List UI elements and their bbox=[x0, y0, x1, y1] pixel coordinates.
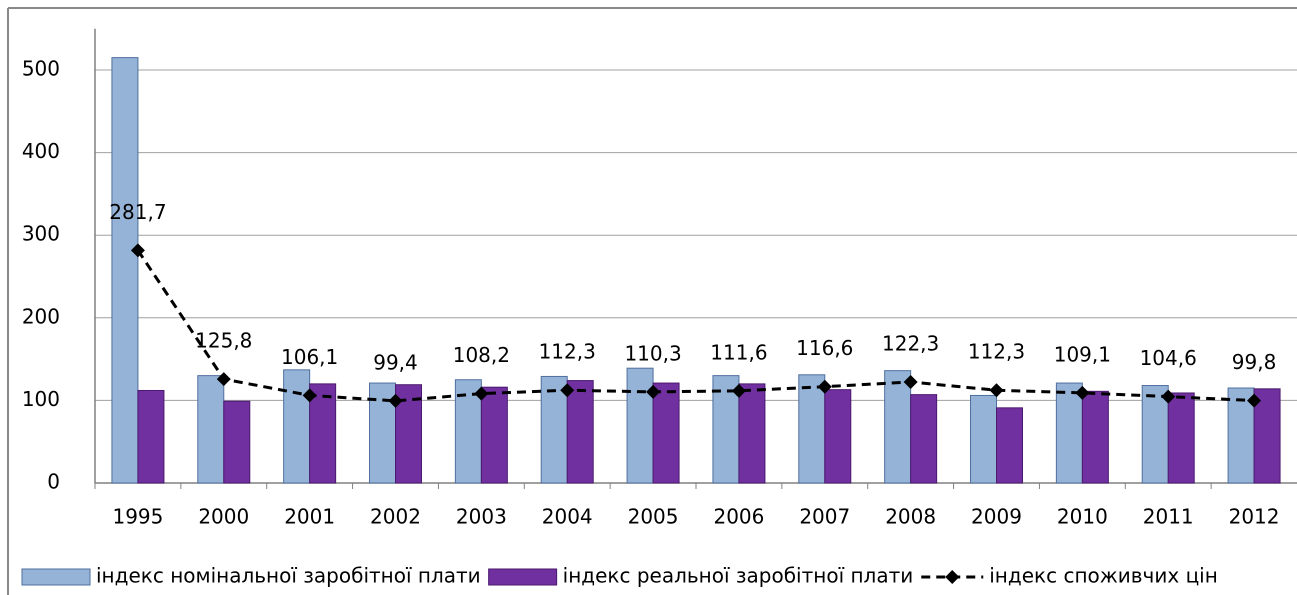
line-marker bbox=[1075, 385, 1090, 400]
bar bbox=[1141, 385, 1169, 484]
line bbox=[136, 249, 1255, 403]
bar bbox=[111, 57, 139, 484]
x-tick-label: 2010 bbox=[1057, 505, 1108, 529]
legend-label: індекс номінальної заробітної плати bbox=[96, 564, 481, 588]
bar bbox=[1167, 392, 1195, 484]
y-tick-label: 0 bbox=[47, 470, 60, 494]
legend-swatch bbox=[488, 568, 558, 586]
bar bbox=[1253, 388, 1281, 484]
bar bbox=[996, 407, 1023, 484]
y-tick-label: 200 bbox=[22, 304, 60, 328]
x-tick-label: 2008 bbox=[885, 505, 936, 529]
bar bbox=[1081, 390, 1109, 484]
x-tick-label: 2006 bbox=[713, 505, 764, 529]
legend-marker bbox=[945, 570, 960, 584]
bar bbox=[223, 400, 251, 484]
line-marker bbox=[731, 383, 746, 398]
line-marker bbox=[989, 383, 1004, 398]
line-marker bbox=[1247, 393, 1262, 408]
y-tick-label: 500 bbox=[22, 57, 60, 81]
x-tick-label: 2004 bbox=[542, 505, 593, 529]
bar bbox=[480, 386, 508, 484]
data-label: 110,3 bbox=[624, 341, 681, 365]
line-marker bbox=[1161, 389, 1176, 404]
data-label: 122,3 bbox=[882, 331, 939, 355]
legend-label: індекс споживчих цін bbox=[989, 564, 1218, 588]
line-marker bbox=[388, 393, 403, 408]
bar bbox=[197, 375, 225, 484]
y-tick-label: 300 bbox=[22, 222, 60, 246]
data-label: 99,8 bbox=[1232, 350, 1277, 374]
bar bbox=[738, 383, 766, 484]
data-label: 106,1 bbox=[281, 345, 338, 369]
x-tick-label: 2002 bbox=[370, 505, 421, 529]
x-tick-label: 1995 bbox=[112, 505, 163, 529]
x-tick-label: 2000 bbox=[198, 505, 249, 529]
line-marker bbox=[302, 388, 317, 403]
x-tick-label: 2007 bbox=[799, 505, 850, 529]
y-tick-label: 400 bbox=[22, 139, 60, 163]
bar bbox=[626, 367, 654, 484]
data-label: 112,3 bbox=[968, 340, 1025, 364]
line-marker bbox=[216, 372, 231, 387]
x-tick-label: 2011 bbox=[1143, 505, 1194, 529]
bar bbox=[798, 374, 826, 484]
bar bbox=[1055, 382, 1083, 484]
data-label: 281,7 bbox=[109, 200, 166, 224]
x-tick-label: 2003 bbox=[456, 505, 507, 529]
bar bbox=[824, 389, 852, 484]
bar bbox=[283, 369, 311, 484]
x-tick-label: 2012 bbox=[1229, 505, 1280, 529]
x-tick-label: 2005 bbox=[628, 505, 679, 529]
line-marker bbox=[130, 243, 145, 258]
bar bbox=[566, 380, 594, 484]
line-marker bbox=[474, 386, 489, 401]
line-marker bbox=[646, 384, 661, 399]
x-tick-label: 2009 bbox=[971, 505, 1022, 529]
data-label: 112,3 bbox=[539, 340, 596, 364]
data-label: 104,6 bbox=[1140, 346, 1197, 370]
data-label: 99,4 bbox=[373, 350, 418, 374]
data-label: 108,2 bbox=[453, 343, 510, 367]
data-label: 125,8 bbox=[195, 329, 252, 353]
bar bbox=[910, 394, 938, 484]
legend-label: індекс реальної заробітної плати bbox=[563, 564, 914, 588]
data-label: 111,6 bbox=[710, 340, 767, 364]
bar bbox=[137, 389, 165, 484]
y-tick-label: 100 bbox=[22, 387, 60, 411]
legend-swatch bbox=[21, 568, 91, 586]
line-marker bbox=[817, 379, 832, 394]
bar bbox=[970, 394, 997, 484]
bar bbox=[652, 382, 680, 484]
line-marker bbox=[903, 374, 918, 389]
data-label: 116,6 bbox=[796, 336, 853, 360]
bar bbox=[712, 375, 740, 484]
line-marker bbox=[560, 383, 575, 398]
bar bbox=[884, 370, 912, 484]
bar bbox=[540, 375, 568, 484]
bar bbox=[309, 383, 337, 484]
x-tick-label: 2001 bbox=[284, 505, 335, 529]
data-label: 109,1 bbox=[1054, 342, 1111, 366]
